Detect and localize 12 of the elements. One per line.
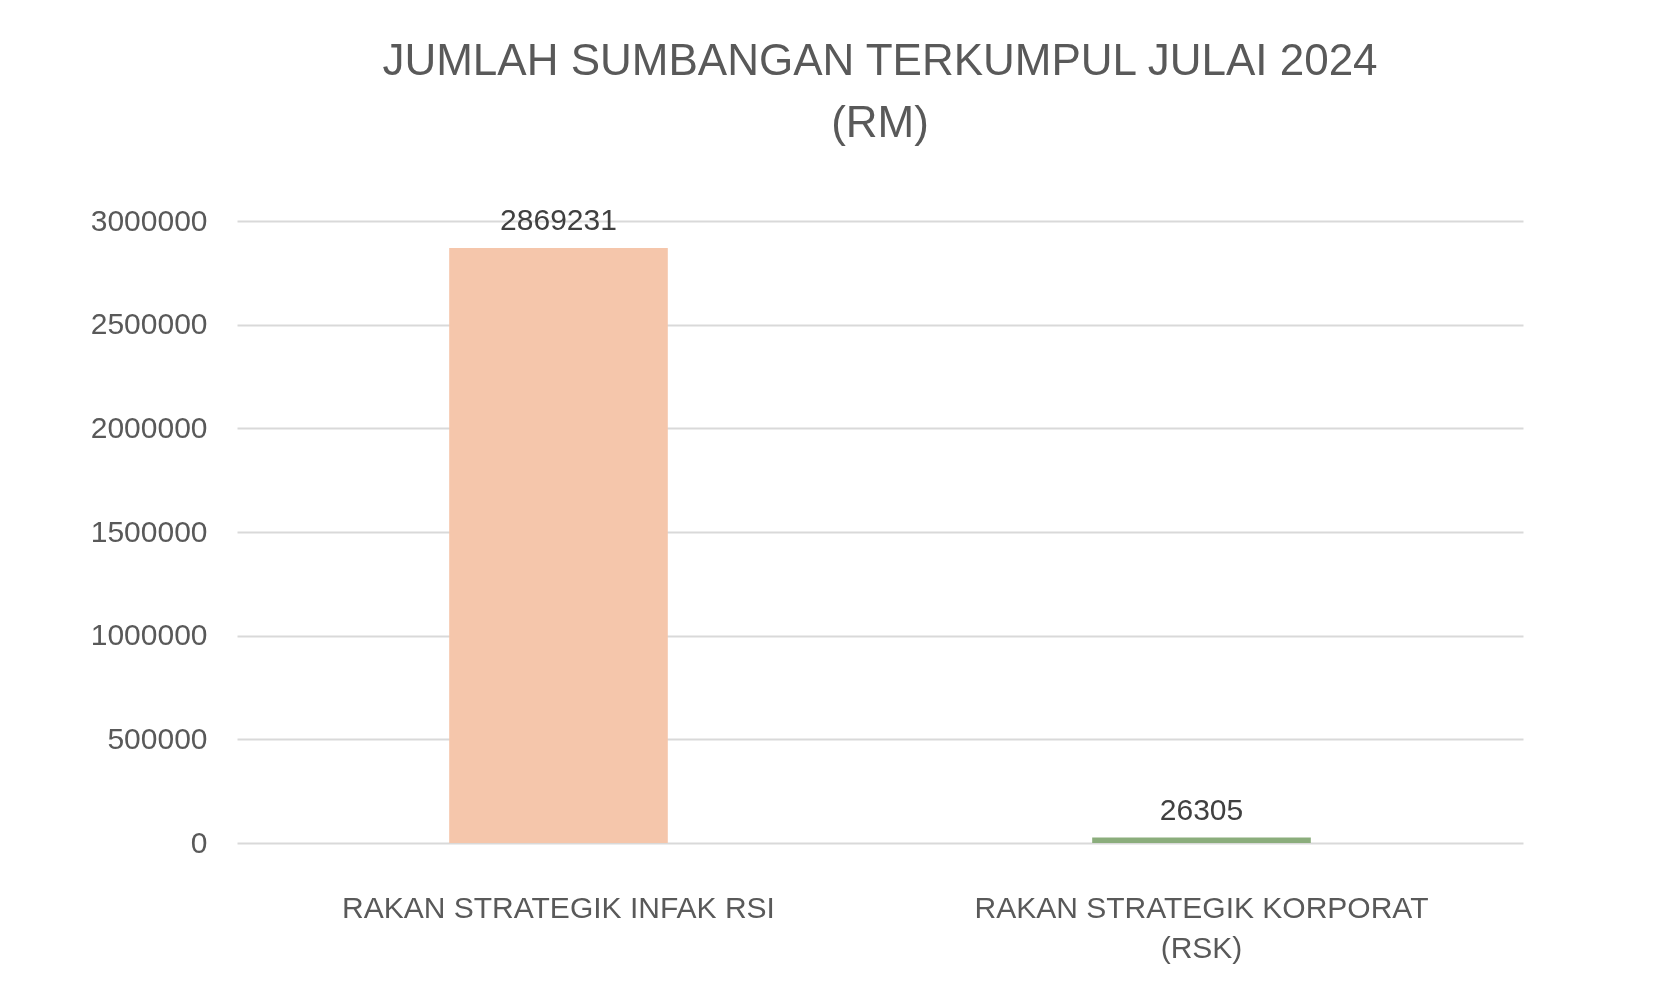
x-tick-label: RAKAN STRATEGIK INFAK RSI [342,890,775,924]
y-tick-label: 2500000 [90,307,208,341]
y-tick-label: 1500000 [90,514,208,548]
y-tick-label: 2000000 [90,410,208,444]
y-tick-label: 3000000 [90,203,208,237]
y-tick-label: 500000 [107,721,208,755]
y-tick-label: 0 [190,825,208,859]
y-tick-label: 1000000 [90,618,208,652]
data-label: 26305 [1159,792,1244,826]
chart-title: JUMLAH SUMBANGAN TERKUMPUL JULAI 2024 (RM) [382,35,1378,146]
data-label: 2869231 [500,203,617,237]
x-tick-label: RAKAN STRATEGIK KORPORAT (RSK) [974,890,1429,964]
